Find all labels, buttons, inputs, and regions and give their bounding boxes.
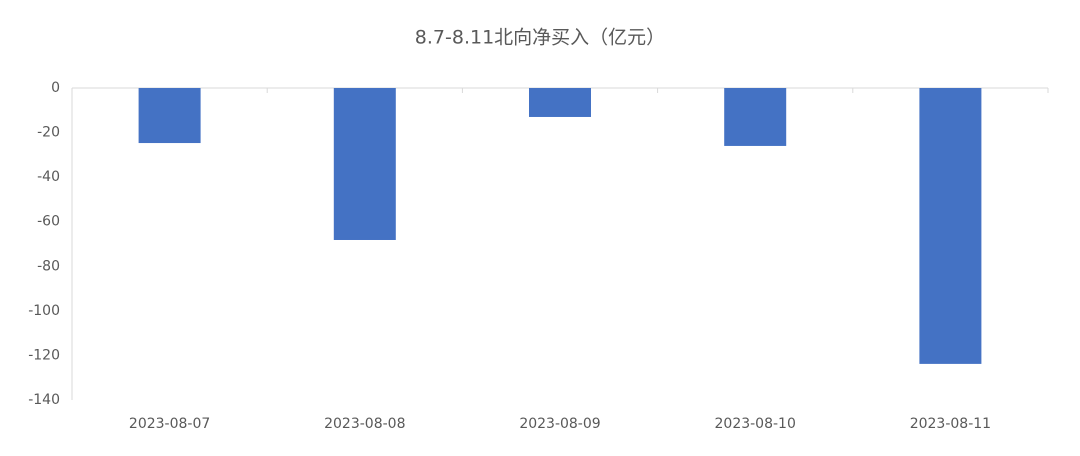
y-tick-label: 0 — [51, 80, 60, 96]
y-tick-label: -120 — [28, 347, 60, 363]
x-tick-label: 2023-08-09 — [519, 416, 600, 432]
y-tick-label: -100 — [28, 303, 60, 319]
y-tick-label: -80 — [37, 258, 60, 274]
x-tick-label: 2023-08-08 — [324, 416, 405, 432]
bar — [138, 88, 201, 144]
bar — [529, 88, 591, 117]
y-tick-label: -40 — [37, 169, 60, 185]
x-tick-label: 2023-08-07 — [129, 416, 210, 432]
y-tick-label: -20 — [37, 125, 60, 141]
y-tick-label: -140 — [28, 392, 60, 408]
bar — [333, 88, 396, 240]
bar — [919, 88, 982, 364]
y-tick-label: -60 — [37, 214, 60, 230]
x-tick-label: 2023-08-11 — [910, 416, 991, 432]
x-tick-label: 2023-08-10 — [715, 416, 796, 432]
bar — [724, 88, 787, 146]
chart-title: 8.7-8.11北向净买入（亿元） — [415, 27, 665, 49]
